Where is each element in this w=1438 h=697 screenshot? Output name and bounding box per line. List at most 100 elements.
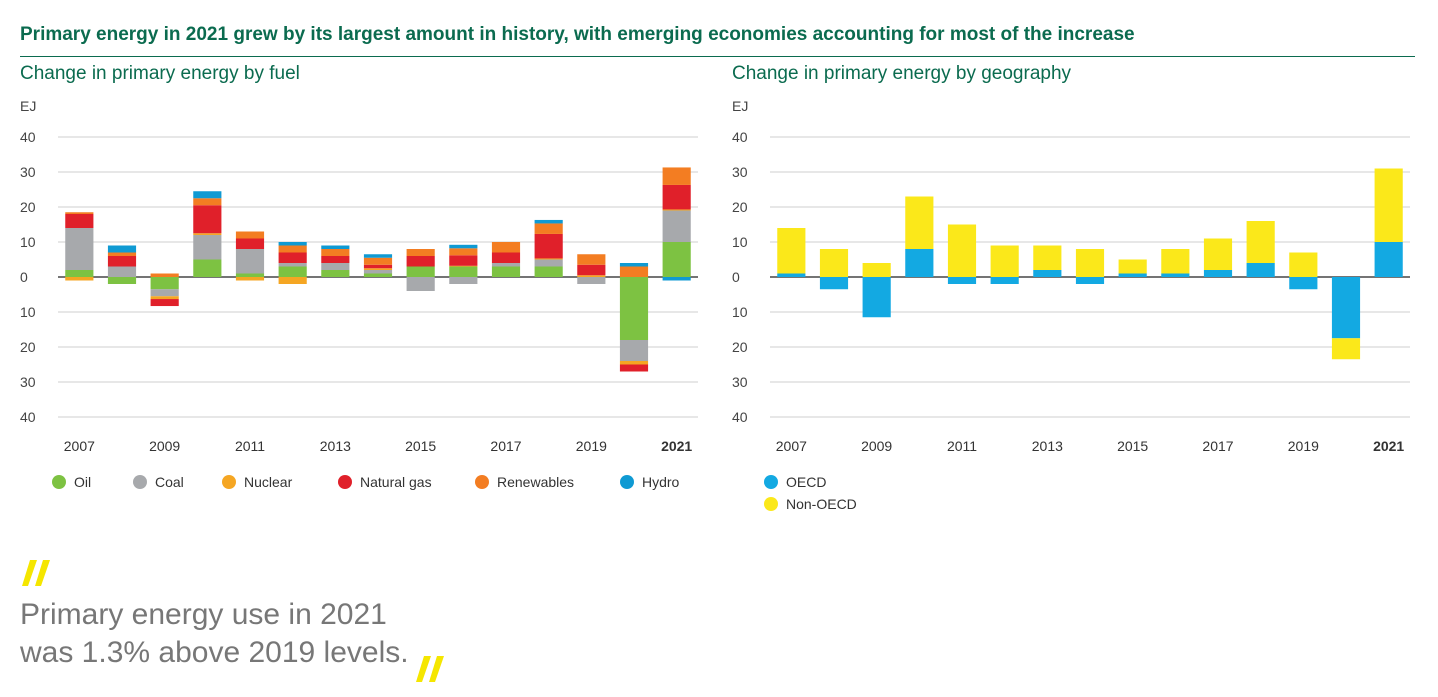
legend-label: Renewables [497, 474, 575, 490]
bar-coal-2012 [278, 263, 307, 267]
pull-quote-line-2: was 1.3% above 2019 levels. [20, 636, 409, 669]
bar-oil-2007 [65, 270, 94, 277]
bar-coal-2017 [491, 263, 521, 267]
bar-oecd-2020 [1331, 277, 1361, 339]
y-tick-label: 20 [732, 199, 748, 215]
bar-oecd-2009 [862, 277, 891, 318]
y-tick-label: 10 [20, 234, 36, 250]
bar-non-oecd-2007 [777, 228, 806, 274]
bar-coal-2016 [449, 277, 478, 284]
y-tick-label: 10 [20, 304, 36, 320]
y-tick-label: 40 [732, 409, 748, 425]
bar-hydro-2020 [619, 263, 649, 267]
bar-coal-2015 [406, 277, 435, 291]
legend-item-oil: Oil [52, 474, 91, 490]
bar-non-oecd-2017 [1203, 238, 1233, 270]
pull-quote-line-1: Primary energy use in 2021 [20, 598, 387, 631]
bar-oil-2011 [235, 273, 265, 277]
bar-non-oecd-2014 [1075, 249, 1105, 277]
bar-renewables-2017 [491, 242, 521, 253]
legend-item-non-oecd: Non-OECD [764, 496, 857, 512]
bar-hydro-2014 [363, 254, 393, 258]
bar-non-oecd-2016 [1161, 249, 1190, 274]
bar-renewables-2019 [577, 254, 606, 265]
y-tick-label: 30 [20, 164, 36, 180]
bar-oecd-2018 [1246, 263, 1275, 277]
bar-renewables-2015 [406, 249, 435, 256]
bar-renewables-2018 [534, 223, 563, 234]
x-tick-label: 2021 [1373, 438, 1404, 454]
legend-item-oecd: OECD [764, 474, 826, 490]
bar-coal-2021 [662, 210, 691, 242]
bar-oil-2010 [193, 259, 222, 277]
y-tick-label: 40 [732, 129, 748, 145]
bar-nuclear-2009 [150, 296, 179, 300]
bar-nuclear-2016 [449, 265, 478, 267]
bar-coal-2014 [363, 270, 393, 274]
bar-natural-gas-2010 [193, 205, 222, 234]
bar-renewables-2009 [150, 273, 179, 277]
headline: Primary energy in 2021 grew by its large… [20, 24, 1135, 45]
legend-swatch [620, 475, 634, 489]
bar-renewables-2008 [107, 252, 137, 256]
x-tick-label: 2011 [235, 438, 265, 454]
bar-coal-2007 [65, 228, 94, 270]
x-tick-label: 2011 [947, 438, 977, 454]
legend-item-nuclear: Nuclear [222, 474, 292, 490]
bar-natural-gas-2016 [449, 255, 478, 266]
bar-natural-gas-2013 [321, 256, 350, 263]
x-tick-label: 2009 [149, 438, 180, 454]
bar-renewables-2012 [278, 245, 307, 253]
y-tick-label: 30 [20, 374, 36, 390]
bar-natural-gas-2012 [278, 252, 307, 263]
legend-item-natural-gas: Natural gas [338, 474, 432, 490]
bar-nuclear-2019 [577, 275, 606, 277]
legend-item-renewables: Renewables [475, 474, 574, 490]
legend-swatch [764, 497, 778, 511]
bar-nuclear-2018 [534, 258, 563, 260]
bar-oil-2021 [662, 242, 691, 277]
x-tick-label: 2013 [320, 438, 351, 454]
bar-hydro-2016 [449, 244, 478, 249]
y-tick-label: 20 [20, 199, 36, 215]
bar-oil-2016 [449, 266, 478, 277]
x-tick-label: 2015 [405, 438, 436, 454]
bar-coal-2020 [619, 340, 649, 361]
bar-coal-2011 [235, 249, 265, 274]
bar-coal-2019 [577, 277, 606, 284]
bar-nuclear-2007 [65, 277, 94, 281]
y-tick-label: 0 [732, 269, 740, 285]
bar-nuclear-2011 [235, 277, 265, 281]
bar-non-oecd-2011 [947, 224, 977, 277]
bar-natural-gas-2007 [65, 214, 94, 228]
bar-renewables-2010 [193, 198, 222, 206]
bar-hydro-2010 [193, 191, 222, 199]
bar-renewables-2011 [235, 231, 265, 239]
bar-hydro-2008 [107, 245, 137, 253]
bar-coal-2009 [150, 289, 179, 297]
bar-renewables-2007 [65, 212, 94, 214]
bar-oil-2012 [278, 266, 307, 277]
legend-label: Coal [155, 474, 184, 490]
bar-hydro-2012 [278, 242, 307, 246]
bar-non-oecd-2009 [862, 263, 891, 277]
bar-oecd-2008 [819, 277, 849, 290]
legend-swatch [222, 475, 236, 489]
bar-natural-gas-2014 [363, 264, 393, 269]
bar-non-oecd-2012 [990, 245, 1019, 277]
bar-oecd-2017 [1203, 270, 1233, 277]
bar-oecd-2007 [777, 273, 806, 277]
bar-nuclear-2020 [619, 361, 649, 365]
x-tick-label: 2019 [1288, 438, 1319, 454]
geography-chart-title: Change in primary energy by geography [732, 63, 1072, 84]
bar-non-oecd-2019 [1289, 252, 1318, 277]
x-tick-label: 2017 [490, 438, 521, 454]
y-tick-label: 40 [20, 129, 36, 145]
bar-renewables-2020 [619, 266, 649, 277]
bar-non-oecd-2015 [1118, 259, 1147, 274]
bar-natural-gas-2018 [534, 233, 563, 259]
bar-coal-2010 [193, 235, 222, 260]
bar-nuclear-2021 [662, 209, 691, 211]
legend-label: Non-OECD [786, 496, 857, 512]
bar-non-oecd-2010 [905, 196, 934, 249]
